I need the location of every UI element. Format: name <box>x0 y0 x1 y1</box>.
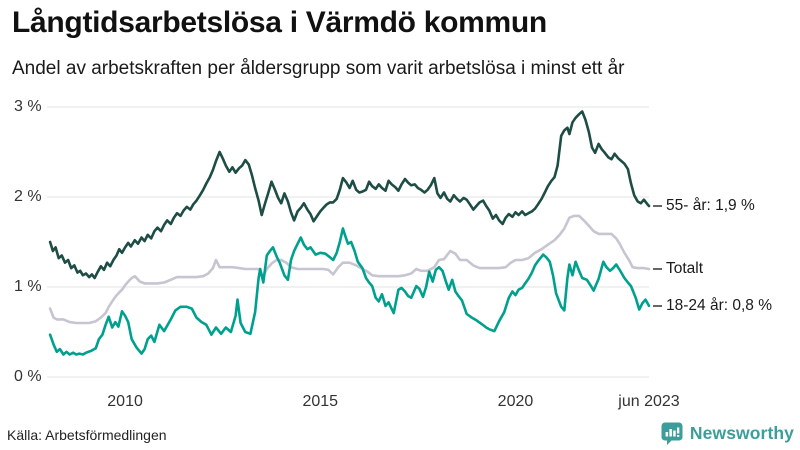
label-leader-dash <box>653 268 662 270</box>
series-line-Totalt <box>48 214 651 325</box>
label-leader-dash <box>653 205 662 207</box>
x-axis-tick-label-2020: 2020 <box>497 393 534 410</box>
newsworthy-logo-icon <box>661 422 683 445</box>
series-line-18-24-r <box>48 227 651 356</box>
x-axis-tick-label-2015: 2015 <box>302 393 339 410</box>
newsworthy-branding: Newsworthy <box>660 420 794 446</box>
series-label-18-24-ar: 18-24 år: 0,8 % <box>653 295 772 317</box>
series-label-text: 55- år: 1,9 % <box>666 197 755 214</box>
newsworthy-wordmark: Newsworthy <box>689 422 794 443</box>
source-note: Källa: Arbetsförmedlingen <box>7 427 167 443</box>
series-label-text: 18-24 år: 0,8 % <box>666 296 772 314</box>
y-axis-tick-label-1: 1 % <box>14 278 42 295</box>
page-title: Långtidsarbetslösa i Värmdö kommun <box>12 6 547 39</box>
y-axis-tick-label-2: 2 % <box>14 188 42 205</box>
series-label-text: Totalt <box>666 260 704 277</box>
series-label-55-ar: 55- år: 1,9 % <box>653 195 755 217</box>
x-axis-tick-label-2010: 2010 <box>107 393 143 410</box>
y-axis-tick-label-0: 0 % <box>14 368 42 385</box>
series-label-totalt: Totalt <box>653 258 703 280</box>
series-line-55-r <box>48 110 651 280</box>
label-leader-dash <box>653 304 662 307</box>
page-subtitle: Andel av arbetskraften per åldersgrupp s… <box>12 58 625 79</box>
x-axis-tick-label-jun-2023: jun 2023 <box>618 393 680 410</box>
y-axis-tick-label-3: 3 % <box>14 98 42 115</box>
